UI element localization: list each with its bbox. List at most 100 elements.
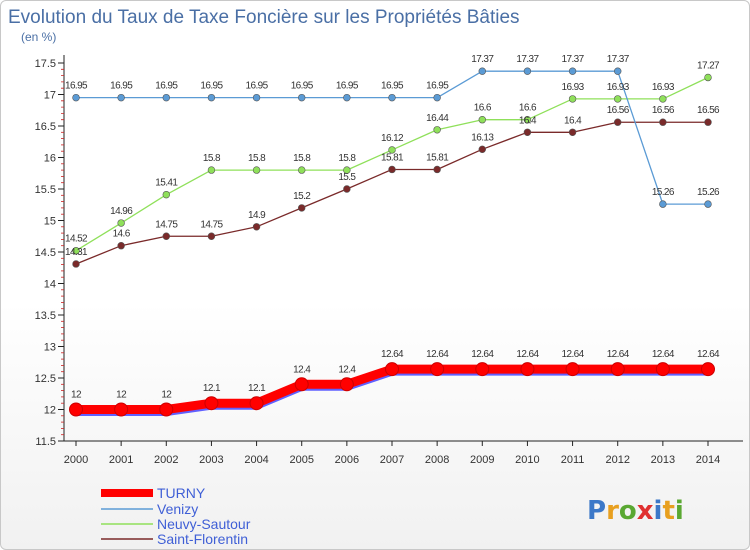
legend-label: Venizy <box>157 501 198 517</box>
legend-label: Saint-Florentin <box>157 531 248 547</box>
data-label: 16.93 <box>652 82 675 93</box>
data-label: 15.8 <box>293 153 311 164</box>
data-point <box>117 219 125 227</box>
data-point <box>207 93 216 102</box>
x-tick-label: 2007 <box>380 454 404 466</box>
data-point <box>704 118 712 126</box>
data-label: 16.95 <box>65 81 88 92</box>
data-label: 12.4 <box>293 364 311 375</box>
data-point <box>162 93 170 102</box>
data-point <box>523 128 532 137</box>
data-label: 16.93 <box>607 82 630 93</box>
x-tick-label: 2006 <box>335 454 359 466</box>
logo-letter: i <box>675 496 684 526</box>
data-point <box>343 166 351 174</box>
data-point <box>610 362 625 377</box>
data-point <box>159 402 174 417</box>
data-label: 17.37 <box>562 54 585 65</box>
data-point <box>433 93 441 102</box>
data-point <box>162 232 170 240</box>
data-point <box>298 204 306 212</box>
data-label: 16.95 <box>336 81 359 92</box>
data-point <box>659 118 667 126</box>
data-label: 12 <box>71 390 82 401</box>
data-label: 16.95 <box>155 81 178 92</box>
data-label: 12.64 <box>471 349 494 360</box>
data-point <box>252 223 261 231</box>
data-label: 15.5 <box>338 172 356 183</box>
data-point <box>659 95 667 103</box>
data-point <box>207 232 216 240</box>
logo-letter: t <box>662 496 674 526</box>
x-tick-label: 2002 <box>154 454 178 466</box>
data-label: 17.37 <box>471 54 494 65</box>
data-label: 16.6 <box>474 103 492 114</box>
data-label: 17.37 <box>607 54 630 65</box>
data-label: 16.95 <box>381 81 404 92</box>
data-label: 15.2 <box>293 191 311 202</box>
data-label: 16.44 <box>426 113 449 124</box>
data-point <box>117 93 125 102</box>
data-label: 12.64 <box>381 349 404 360</box>
data-point <box>343 185 351 193</box>
data-label: 17.37 <box>516 54 539 65</box>
data-label: 14.6 <box>113 229 131 240</box>
data-label: 14.9 <box>248 210 266 221</box>
data-point <box>614 95 622 103</box>
data-point <box>565 362 580 377</box>
y-tick-label: 12.5 <box>35 373 56 385</box>
logo-letter: o <box>619 496 637 526</box>
y-tick-label: 14 <box>44 279 56 291</box>
data-point <box>568 95 577 103</box>
data-labels: 12 12 12 12.1 12.1 12.4 12.4 12.64 12.64 12.64 12.… <box>65 54 721 401</box>
y-tick-label: 14.5 <box>35 247 56 259</box>
y-tick-label: 16 <box>44 153 56 165</box>
data-label: 15.81 <box>426 152 449 163</box>
data-point <box>388 93 396 102</box>
data-point <box>249 396 264 411</box>
data-point <box>204 396 219 411</box>
x-tick-label: 2001 <box>109 454 133 466</box>
data-point <box>614 67 622 75</box>
data-point <box>343 93 351 102</box>
data-point <box>72 247 80 255</box>
data-label: 16.4 <box>519 115 537 126</box>
data-label: 15.26 <box>652 187 675 198</box>
data-point <box>704 200 712 208</box>
data-label: 12 <box>116 390 127 401</box>
data-point <box>523 115 532 124</box>
data-label: 15.26 <box>697 187 720 198</box>
data-label: 15.41 <box>155 178 178 189</box>
data-label: 12.64 <box>562 349 585 360</box>
data-label: 16.95 <box>200 81 223 92</box>
data-point <box>704 73 712 82</box>
data-point <box>72 260 80 268</box>
data-point <box>117 242 125 250</box>
logo-letter: x <box>637 496 654 526</box>
data-label: 16.95 <box>110 81 133 92</box>
data-point <box>655 362 670 377</box>
data-label: 12.64 <box>652 349 675 360</box>
data-point <box>430 362 445 377</box>
data-point <box>433 126 441 134</box>
data-label: 12.64 <box>426 349 449 360</box>
data-point <box>520 362 535 377</box>
data-point <box>72 93 80 102</box>
data-label: 14.52 <box>65 234 88 245</box>
axes: 11.5 12 12.5 13 13.5 14 14.5 15 15.5 16 16.5 17 17.5… <box>35 55 743 466</box>
data-label: 16.12 <box>381 133 404 144</box>
data-point <box>252 93 261 102</box>
data-point <box>475 362 490 377</box>
logo-letter: r <box>606 496 619 526</box>
data-point <box>294 377 309 392</box>
chart-subtitle: (en %) <box>21 30 56 44</box>
data-point <box>385 362 399 377</box>
y-tick-label: 13 <box>44 342 56 354</box>
data-label: 12 <box>161 390 172 401</box>
data-point <box>659 200 667 208</box>
x-tick-label: 2008 <box>425 454 449 466</box>
x-tick-label: 2009 <box>470 454 494 466</box>
x-tick-label: 2010 <box>515 454 539 466</box>
x-tick-label: 2013 <box>651 454 675 466</box>
